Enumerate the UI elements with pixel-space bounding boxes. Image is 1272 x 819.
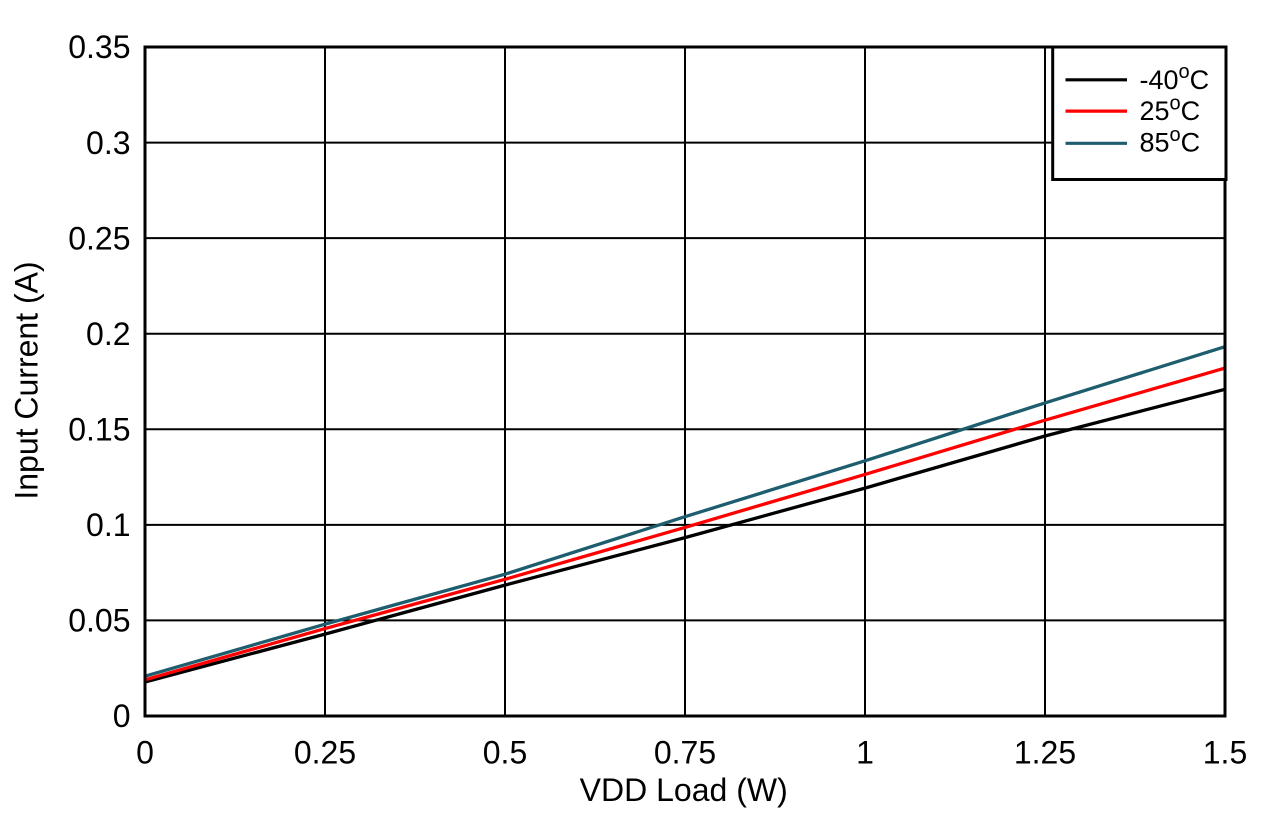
svg-text:0.25: 0.25 — [68, 220, 130, 256]
svg-text:0.35: 0.35 — [68, 29, 130, 65]
svg-text:1.5: 1.5 — [1203, 735, 1247, 771]
svg-text:Input Current (A): Input Current (A) — [9, 261, 45, 499]
svg-text:0.05: 0.05 — [68, 603, 130, 639]
svg-text:1: 1 — [856, 735, 874, 771]
svg-text:0.1: 0.1 — [86, 507, 130, 543]
svg-text:-40oC: -40oC — [1140, 61, 1210, 95]
svg-text:0.3: 0.3 — [86, 125, 130, 161]
svg-text:0.75: 0.75 — [654, 735, 716, 771]
svg-text:0.25: 0.25 — [294, 735, 356, 771]
svg-text:0: 0 — [136, 735, 154, 771]
svg-text:0.5: 0.5 — [483, 735, 527, 771]
svg-text:0.2: 0.2 — [86, 316, 130, 352]
svg-text:0: 0 — [113, 698, 131, 734]
svg-text:0.15: 0.15 — [68, 412, 130, 448]
svg-text:VDD Load (W): VDD Load (W) — [580, 772, 788, 808]
svg-text:1.25: 1.25 — [1014, 735, 1076, 771]
